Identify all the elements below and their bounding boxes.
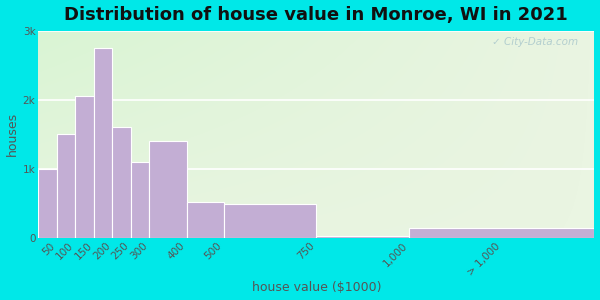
- Bar: [112, 128, 131, 238]
- Bar: [131, 162, 149, 238]
- Bar: [316, 236, 409, 238]
- X-axis label: house value ($1000): house value ($1000): [251, 281, 381, 294]
- Bar: [76, 96, 94, 238]
- Title: Distribution of house value in Monroe, WI in 2021: Distribution of house value in Monroe, W…: [64, 6, 568, 24]
- Bar: [57, 134, 76, 238]
- Bar: [38, 169, 57, 238]
- Bar: [94, 48, 112, 238]
- Bar: [149, 141, 187, 238]
- Bar: [224, 204, 316, 238]
- Bar: [187, 202, 224, 238]
- Y-axis label: houses: houses: [5, 112, 19, 156]
- Bar: [409, 228, 595, 238]
- Text: ✓ City-Data.com: ✓ City-Data.com: [491, 37, 578, 47]
